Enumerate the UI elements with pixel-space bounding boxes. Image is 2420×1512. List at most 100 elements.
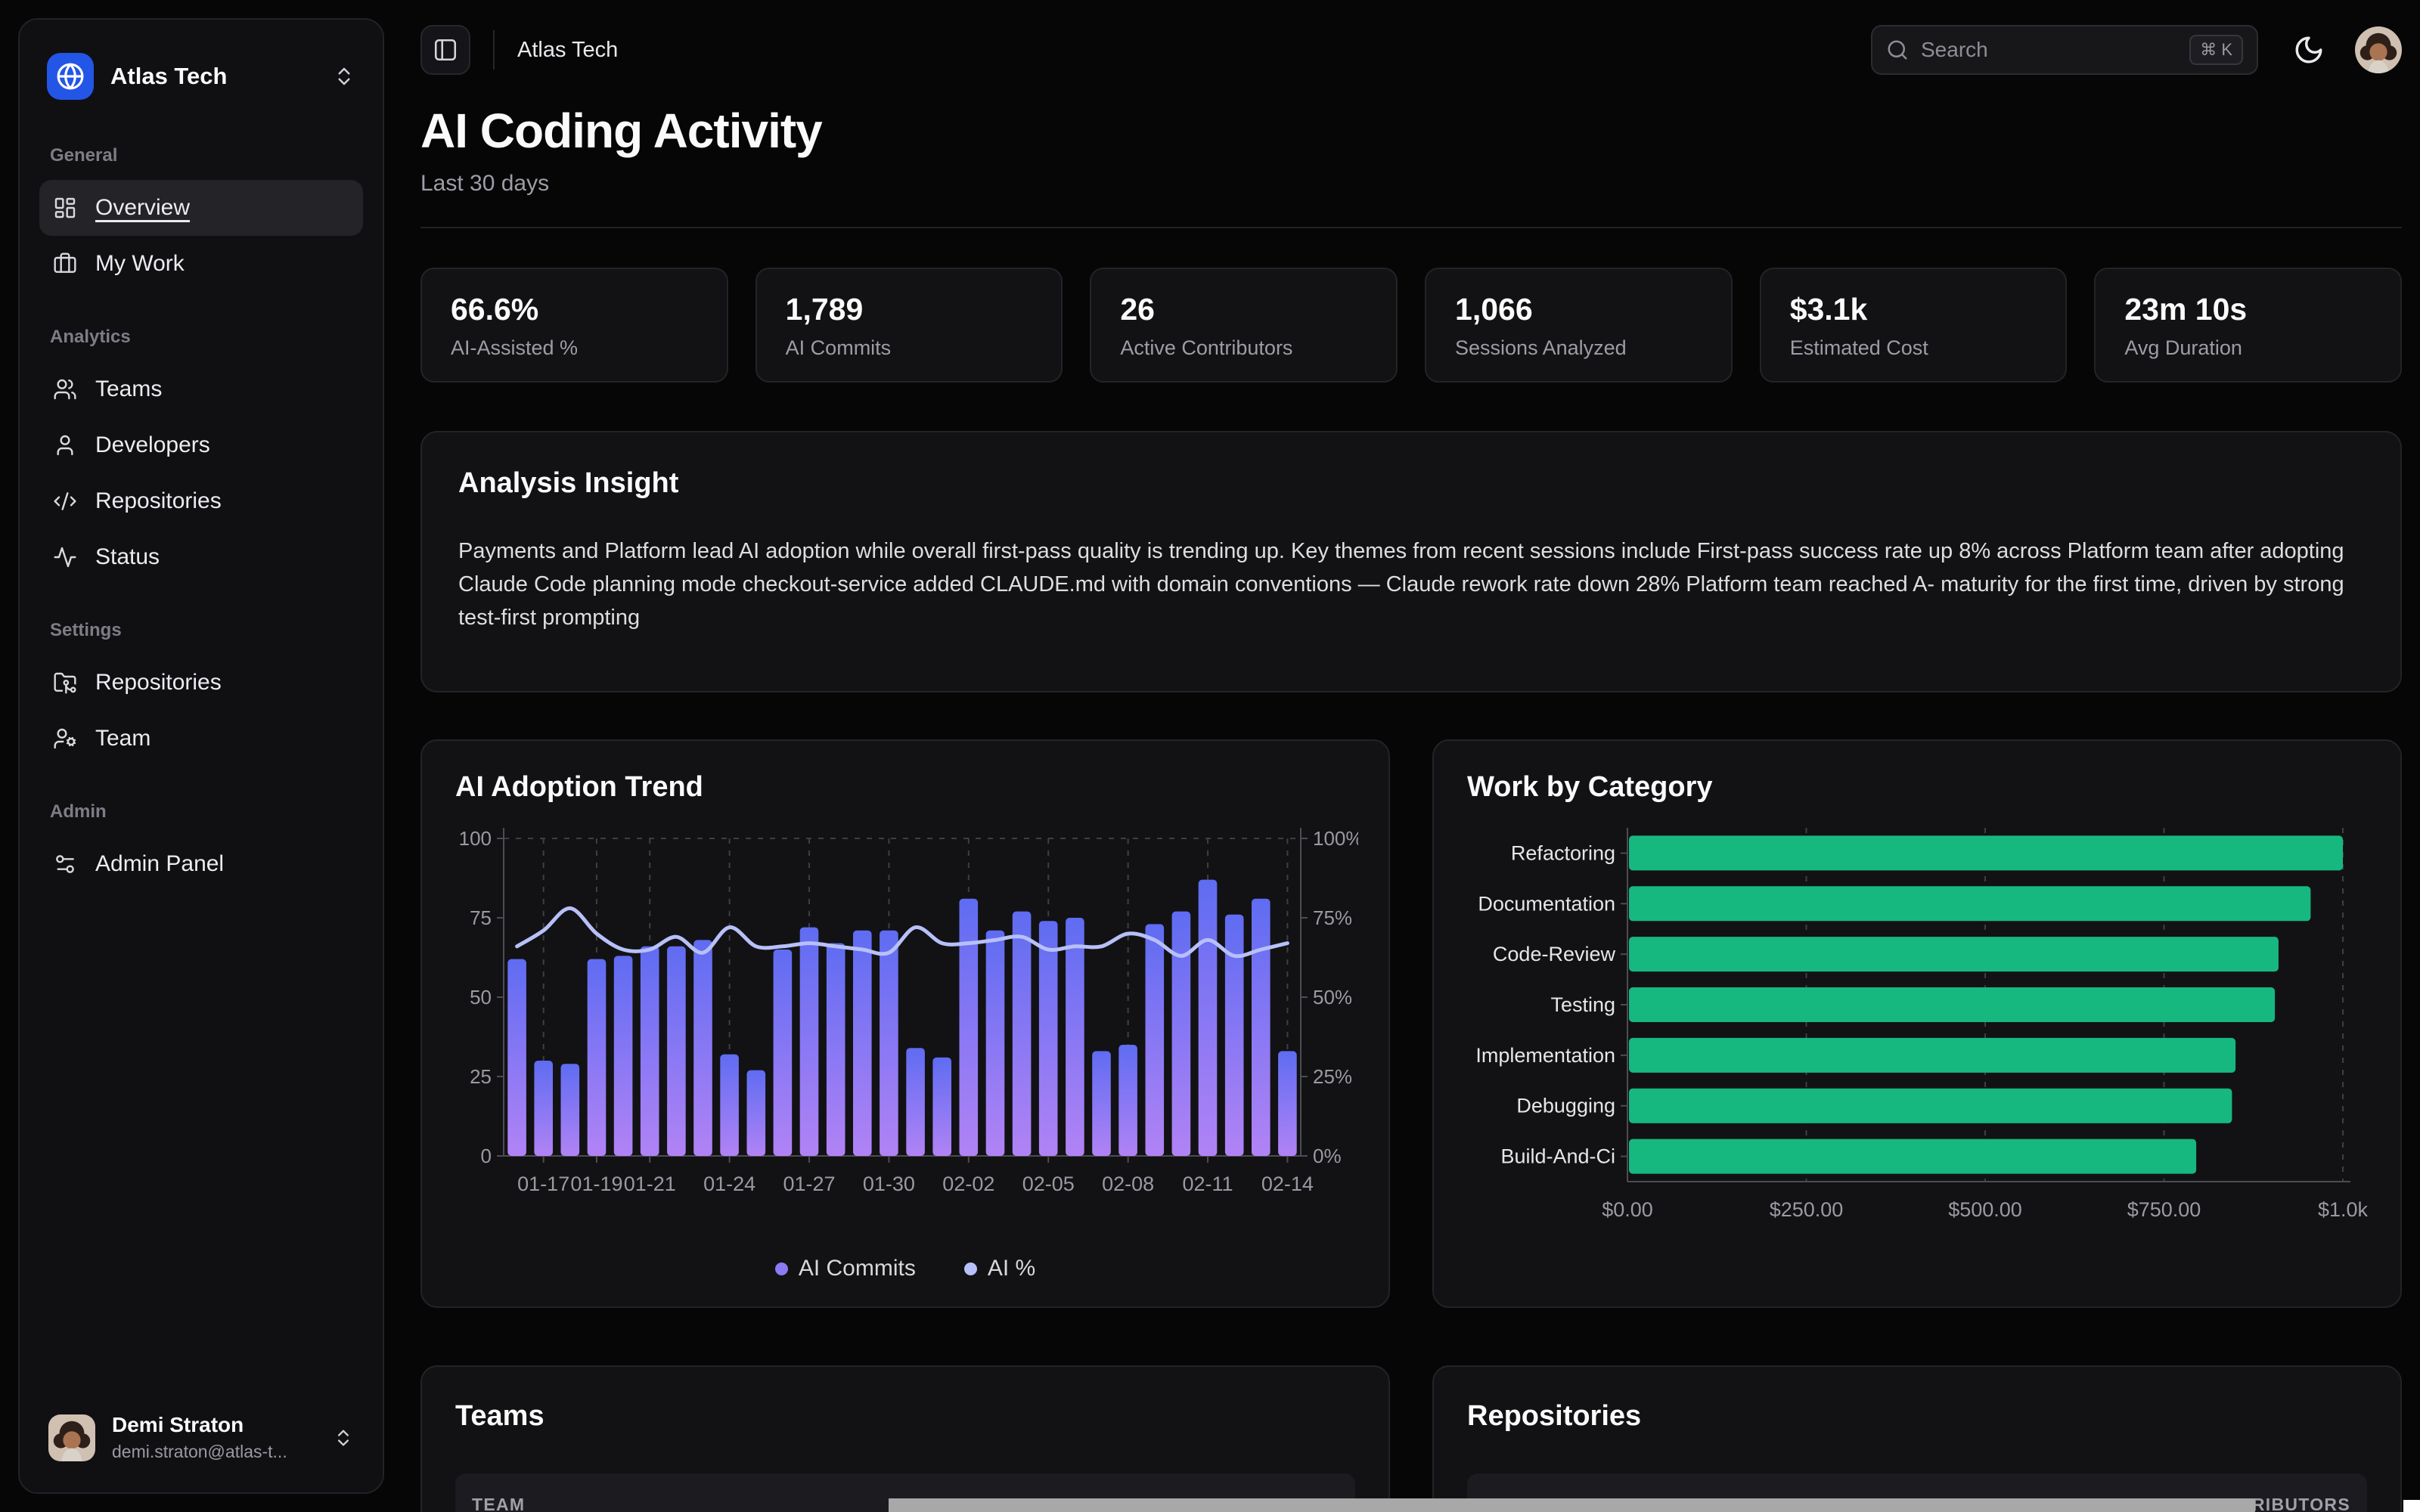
trend-bar [932,1058,951,1156]
trend-bar [1013,912,1032,1156]
legend-dot [964,1263,977,1275]
sidebar-item-label: Developers [95,432,210,458]
sidebar-section-label: Analytics [50,327,363,348]
svg-text:01-27: 01-27 [783,1173,836,1195]
topbar: Atlas Tech ⌘ K [420,0,2402,100]
svg-text:50%: 50% [1313,986,1352,1009]
trend-bar [1172,912,1191,1156]
stat-label: AI Commits [786,336,1033,360]
svg-text:100%: 100% [1313,827,1358,850]
svg-text:0%: 0% [1313,1145,1342,1167]
trend-line [517,908,1288,956]
category-bar [1629,1089,2232,1123]
trend-bar [1252,899,1270,1156]
category-bar [1629,886,2310,921]
category-bar [1629,937,2279,971]
user-icon [53,433,77,457]
user-meta: Demi Straton demi.straton@atlas-t... [112,1413,316,1462]
svg-text:50: 50 [470,986,492,1009]
trend-bar [747,1070,766,1156]
svg-text:02-02: 02-02 [942,1173,994,1195]
charts-row: AI Adoption Trend 00%2525%5050%7575%1001… [420,739,2402,1308]
stat-value: 1,066 [1455,292,1702,327]
trend-bar [641,947,659,1156]
profile-avatar-button[interactable] [2355,26,2402,73]
activity-icon [53,545,77,569]
svg-text:02-14: 02-14 [1261,1173,1314,1195]
svg-text:$250.00: $250.00 [1770,1198,1844,1221]
sidebar-item-teams[interactable]: Teams [39,361,363,417]
sidebar-item-admin-panel[interactable]: Admin Panel [39,836,363,892]
sidebar-item-repositories[interactable]: Repositories [39,655,363,711]
sidebar-item-status[interactable]: Status [39,529,363,585]
insight-card: Analysis Insight Payments and Platform l… [420,431,2402,692]
svg-text:02-08: 02-08 [1102,1173,1154,1195]
svg-text:Debugging: Debugging [1516,1095,1615,1117]
trend-bar [880,931,898,1156]
search-input[interactable] [1919,37,2179,63]
legend-item-ai-commits[interactable]: AI Commits [775,1256,916,1281]
svg-text:01-17: 01-17 [517,1173,569,1195]
svg-text:01-24: 01-24 [703,1173,755,1195]
trend-bar [1278,1051,1297,1156]
trend-bar [507,959,526,1156]
trend-bar [986,931,1005,1156]
search-box[interactable]: ⌘ K [1871,25,2258,75]
svg-text:$0.00: $0.00 [1602,1198,1653,1221]
trend-bar [800,928,819,1156]
chevrons-up-down-icon [333,65,355,88]
brand-name: Atlas Tech [110,63,316,90]
category-chart-card: Work by Category RefactoringDocumentatio… [1432,739,2402,1308]
stat-label: AI-Assisted % [451,336,698,360]
trend-bar [667,947,686,1156]
sidebar-item-label: Admin Panel [95,851,224,877]
svg-text:75%: 75% [1313,906,1352,929]
workspace-switcher[interactable]: Atlas Tech [39,42,363,110]
svg-text:75: 75 [470,906,492,929]
category-bar [1629,1038,2235,1073]
svg-text:100: 100 [459,827,492,850]
trend-bar [561,1064,580,1156]
breadcrumb: Atlas Tech [517,38,618,63]
repositories-table-title: Repositories [1467,1400,2367,1433]
legend-item-ai-[interactable]: AI % [964,1256,1035,1281]
svg-text:Refactoring: Refactoring [1511,841,1615,864]
sidebar-item-repositories[interactable]: Repositories [39,473,363,529]
user-email: demi.straton@atlas-t... [112,1442,316,1462]
stats-row: 66.6%AI-Assisted %1,789AI Commits26Activ… [420,268,2402,383]
theme-toggle-button[interactable] [2293,34,2325,66]
stat-card: 23m 10sAvg Duration [2094,268,2402,383]
stat-card: 1,789 AI Commits [755,268,1063,383]
horizontal-scrollbar-thumb[interactable] [889,1498,2255,1512]
briefcase-icon [53,252,77,276]
topbar-divider [493,30,495,70]
trend-bar [693,940,712,1156]
trend-bar [1066,918,1084,1156]
trend-chart-card: AI Adoption Trend 00%2525%5050%7575%1001… [420,739,1390,1308]
svg-text:$500.00: $500.00 [1948,1198,2022,1221]
sidebar-nav: General OverviewMy Work Analytics Teams Deve… [39,145,363,892]
teams-table-card: Teams TEAMAI %AI COMMITSDEVS [420,1365,1390,1512]
sidebar-section-label: General [50,145,363,166]
legend-label: AI Commits [799,1256,916,1281]
sidebar-toggle-button[interactable] [420,25,470,75]
insight-title: Analysis Insight [458,467,2364,500]
sidebar-item-developers[interactable]: Developers [39,417,363,473]
sidebar-section-label: Admin [50,801,363,823]
svg-text:25: 25 [470,1065,492,1088]
svg-text:$1.0k: $1.0k [2318,1198,2369,1221]
trend-bar [614,956,633,1156]
trend-chart: 00%2525%5050%7575%100100%01-1701-1901-21… [455,817,1358,1248]
sidebar-item-my-work[interactable]: My Work [39,236,363,292]
stat-value: 26 [1120,292,1367,327]
sidebar-item-team[interactable]: Team [39,711,363,767]
stat-value: 1,789 [786,292,1033,327]
users-icon [53,377,77,401]
trend-bar [960,899,979,1156]
svg-text:01-30: 01-30 [863,1173,915,1195]
user-menu[interactable]: Demi Straton demi.straton@atlas-t... [39,1402,363,1473]
svg-text:Documentation: Documentation [1478,892,1615,915]
trend-bar [774,950,793,1156]
sidebar-item-overview[interactable]: Overview [39,180,363,236]
sidebar-item-label: Teams [95,376,162,402]
